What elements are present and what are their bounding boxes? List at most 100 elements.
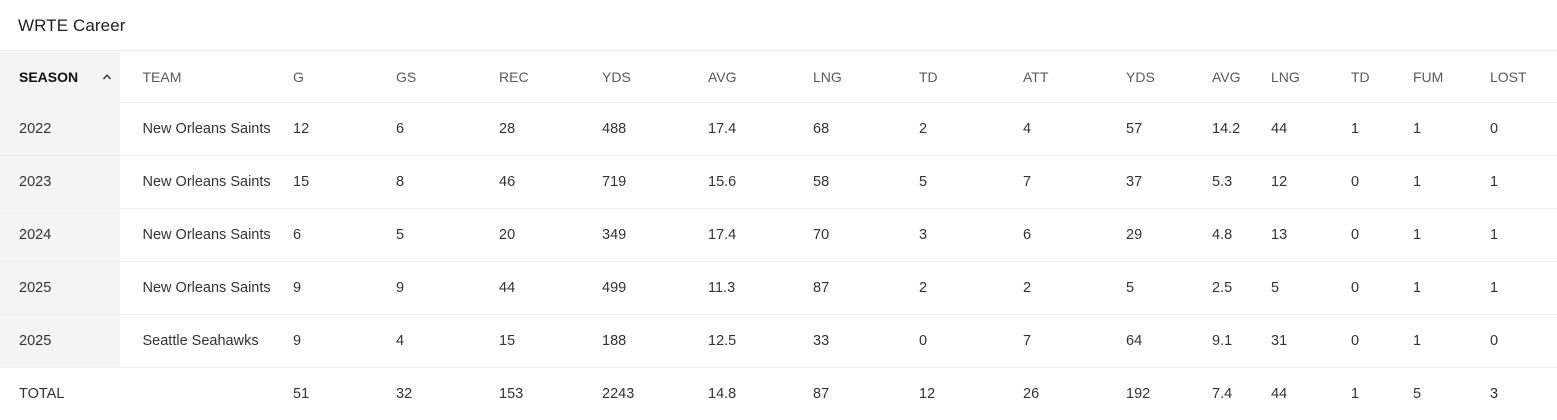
stat-cell: 4 [396, 315, 499, 368]
column-header-gs[interactable]: GS [396, 52, 499, 103]
stat-cell: 15.6 [708, 156, 813, 209]
column-header-att[interactable]: ATT [1023, 52, 1126, 103]
stat-cell: 68 [813, 103, 919, 156]
stat-cell: 1 [1351, 368, 1413, 420]
stat-cell: 5 [396, 209, 499, 262]
season-cell: 2025 [0, 262, 120, 315]
column-header-rush-td[interactable]: TD [1351, 52, 1413, 103]
stat-cell: 0 [1490, 103, 1557, 156]
stat-cell: 192 [1126, 368, 1212, 420]
column-header-team[interactable]: TEAM [120, 52, 293, 103]
stat-cell: 37 [1126, 156, 1212, 209]
table-row: 2024 New Orleans Saints 6 5 20 349 17.4 … [0, 209, 1557, 262]
team-cell: New Orleans Saints [120, 262, 293, 315]
stat-cell: 20 [499, 209, 602, 262]
stat-cell: 12 [1271, 156, 1351, 209]
total-row: TOTAL 51 32 153 2243 14.8 87 12 26 192 7… [0, 368, 1557, 420]
table-title: WRTE Career [18, 16, 126, 36]
stat-cell: 349 [602, 209, 708, 262]
column-header-rec-avg[interactable]: AVG [708, 52, 813, 103]
stat-cell: 51 [293, 368, 396, 420]
stat-cell: 1 [1413, 315, 1490, 368]
column-header-g[interactable]: G [293, 52, 396, 103]
table-row: 2025 Seattle Seahawks 9 4 15 188 12.5 33… [0, 315, 1557, 368]
column-header-rec-yds[interactable]: YDS [602, 52, 708, 103]
stat-cell: 4.8 [1212, 209, 1271, 262]
column-header-rec[interactable]: REC [499, 52, 602, 103]
stat-cell: 4 [1023, 103, 1126, 156]
chevron-up-icon[interactable] [102, 72, 112, 82]
stat-cell: 58 [813, 156, 919, 209]
team-cell: New Orleans Saints [120, 156, 293, 209]
stat-cell: 17.4 [708, 103, 813, 156]
stat-cell: 17.4 [708, 209, 813, 262]
stat-cell: 188 [602, 315, 708, 368]
stat-cell: 499 [602, 262, 708, 315]
season-cell: 2024 [0, 209, 120, 262]
stat-cell: 5.3 [1212, 156, 1271, 209]
column-header-fum[interactable]: FUM [1413, 52, 1490, 103]
stat-cell: 12 [293, 103, 396, 156]
stat-cell: 153 [499, 368, 602, 420]
stat-cell: 0 [1351, 156, 1413, 209]
stat-cell: 9 [293, 315, 396, 368]
stat-cell: 1 [1490, 262, 1557, 315]
stat-cell: 28 [499, 103, 602, 156]
table-row: 2023 New Orleans Saints 15 8 46 719 15.6… [0, 156, 1557, 209]
stat-cell: 5 [1271, 262, 1351, 315]
stat-cell: 46 [499, 156, 602, 209]
season-cell: 2025 [0, 315, 120, 368]
column-header-rec-lng[interactable]: LNG [813, 52, 919, 103]
table-row: 2022 New Orleans Saints 12 6 28 488 17.4… [0, 103, 1557, 156]
stat-cell: 1 [1490, 156, 1557, 209]
stat-cell: 7 [1023, 315, 1126, 368]
stat-cell: 9 [293, 262, 396, 315]
team-cell [120, 368, 293, 420]
stat-cell: 7.4 [1212, 368, 1271, 420]
header-row: SEASON TEAM G GS REC YDS AVG LNG TD ATT … [0, 52, 1557, 103]
stat-cell: 9 [396, 262, 499, 315]
stat-cell: 3 [919, 209, 1023, 262]
stat-cell: 6 [396, 103, 499, 156]
stat-cell: 15 [293, 156, 396, 209]
stat-cell: 0 [1351, 315, 1413, 368]
column-header-rush-lng[interactable]: LNG [1271, 52, 1351, 103]
column-header-lost[interactable]: LOST [1490, 52, 1557, 103]
team-cell: New Orleans Saints [120, 209, 293, 262]
stat-cell: 44 [1271, 368, 1351, 420]
stat-cell: 57 [1126, 103, 1212, 156]
stat-cell: 1 [1351, 103, 1413, 156]
stat-cell: 44 [1271, 103, 1351, 156]
column-header-season[interactable]: SEASON [0, 52, 120, 103]
stat-cell: 0 [1351, 209, 1413, 262]
stat-cell: 29 [1126, 209, 1212, 262]
team-cell: New Orleans Saints [120, 103, 293, 156]
stat-cell: 9.1 [1212, 315, 1271, 368]
stat-cell: 1 [1413, 209, 1490, 262]
stat-cell: 2 [919, 262, 1023, 315]
stat-cell: 31 [1271, 315, 1351, 368]
stat-cell: 32 [396, 368, 499, 420]
column-header-rush-yds[interactable]: YDS [1126, 52, 1212, 103]
stat-cell: 64 [1126, 315, 1212, 368]
stat-cell: 14.2 [1212, 103, 1271, 156]
stat-cell: 488 [602, 103, 708, 156]
stat-cell: 8 [396, 156, 499, 209]
stat-cell: 14.8 [708, 368, 813, 420]
stat-cell: 5 [1126, 262, 1212, 315]
stat-cell: 44 [499, 262, 602, 315]
column-header-label: SEASON [19, 69, 78, 85]
stat-cell: 7 [1023, 156, 1126, 209]
total-label: TOTAL [0, 368, 120, 420]
stat-cell: 1 [1413, 103, 1490, 156]
stat-cell: 6 [1023, 209, 1126, 262]
stat-cell: 6 [293, 209, 396, 262]
stat-cell: 2243 [602, 368, 708, 420]
stat-cell: 719 [602, 156, 708, 209]
stat-cell: 11.3 [708, 262, 813, 315]
column-header-rec-td[interactable]: TD [919, 52, 1023, 103]
stat-cell: 0 [1351, 262, 1413, 315]
column-header-rush-avg[interactable]: AVG [1212, 52, 1271, 103]
stat-cell: 2 [1023, 262, 1126, 315]
stat-cell: 15 [499, 315, 602, 368]
